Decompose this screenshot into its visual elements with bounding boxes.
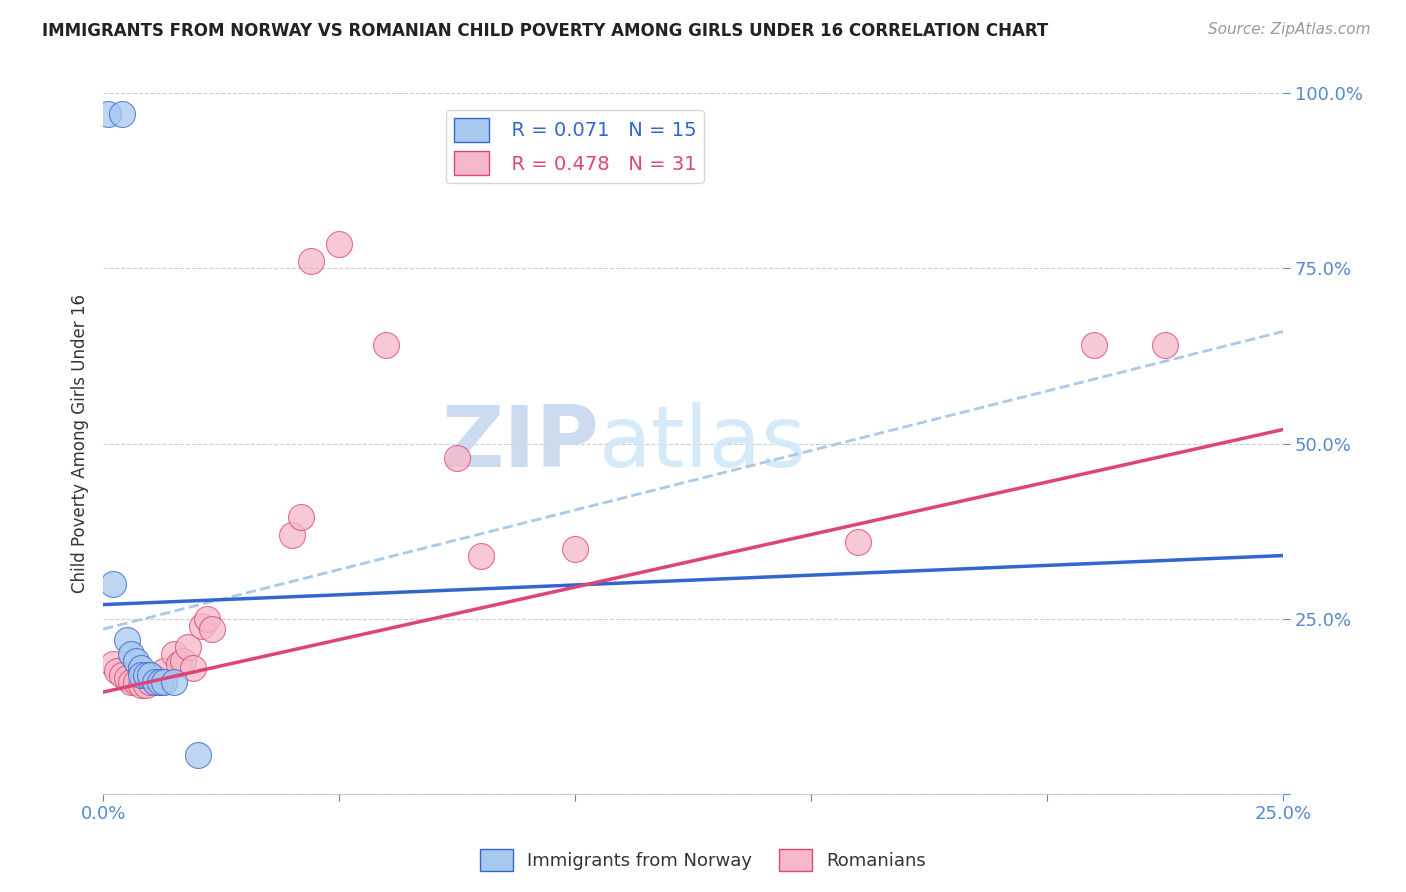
Point [120, 674, 142, 689]
Point [149, 674, 172, 689]
Point [129, 660, 152, 674]
Point [125, 654, 148, 668]
Point [846, 534, 869, 549]
Point [97, 107, 120, 121]
Point [120, 647, 142, 661]
Point [163, 674, 186, 689]
Text: atlas: atlas [599, 402, 807, 485]
Text: Source: ZipAtlas.com: Source: ZipAtlas.com [1208, 22, 1371, 37]
Point [191, 618, 214, 632]
Text: ZIP: ZIP [441, 402, 599, 485]
Point [1083, 338, 1105, 352]
Point [111, 107, 134, 121]
Point [201, 622, 224, 636]
Point [167, 657, 190, 672]
Point [328, 236, 350, 251]
Point [139, 667, 162, 681]
Point [139, 674, 162, 689]
Point [143, 674, 166, 689]
Point [111, 667, 134, 681]
Legend:   R = 0.071   N = 15,   R = 0.478   N = 31: R = 0.071 N = 15, R = 0.478 N = 31 [446, 110, 704, 183]
Point [290, 510, 312, 524]
Point [105, 664, 128, 678]
Point [177, 640, 200, 654]
Point [125, 674, 148, 689]
Point [195, 611, 218, 625]
Point [135, 678, 157, 692]
Point [299, 254, 322, 268]
Point [181, 660, 204, 674]
Point [163, 647, 186, 661]
Point [101, 576, 124, 591]
Point [115, 632, 138, 647]
Legend: Immigrants from Norway, Romanians: Immigrants from Norway, Romanians [472, 842, 934, 879]
Point [101, 657, 124, 672]
Point [186, 748, 208, 763]
Text: IMMIGRANTS FROM NORWAY VS ROMANIAN CHILD POVERTY AMONG GIRLS UNDER 16 CORRELATIO: IMMIGRANTS FROM NORWAY VS ROMANIAN CHILD… [42, 22, 1049, 40]
Point [564, 541, 586, 556]
Point [129, 678, 152, 692]
Point [143, 671, 166, 685]
Point [172, 654, 194, 668]
Point [153, 664, 176, 678]
Point [115, 671, 138, 685]
Point [153, 674, 176, 689]
Y-axis label: Child Poverty Among Girls Under 16: Child Poverty Among Girls Under 16 [72, 294, 89, 593]
Point [135, 667, 157, 681]
Point [1154, 338, 1177, 352]
Point [446, 450, 468, 465]
Point [149, 674, 172, 689]
Point [470, 549, 492, 563]
Point [281, 527, 304, 541]
Point [129, 667, 152, 681]
Point [375, 338, 398, 352]
